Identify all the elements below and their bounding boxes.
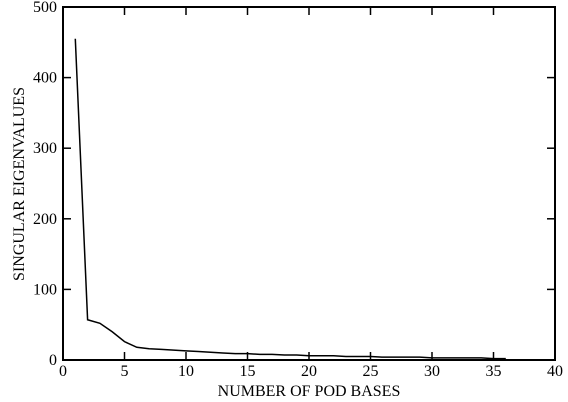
x-tick-label: 20 (301, 363, 317, 380)
y-tick-label: 400 (33, 70, 57, 87)
plot-frame (62, 6, 556, 361)
x-tick-label: 5 (121, 363, 129, 380)
y-axis-label: SINGULAR EIGENVALUES (11, 87, 28, 281)
y-tick-label: 300 (33, 140, 57, 157)
x-tick-label: 25 (363, 363, 379, 380)
y-tick-label: 0 (49, 352, 57, 369)
x-tick-label: 10 (178, 363, 194, 380)
y-tick-label: 100 (33, 281, 57, 298)
x-tick-label: 15 (240, 363, 256, 380)
x-tick-label: 40 (547, 363, 563, 380)
y-tick-label: 500 (33, 0, 57, 16)
y-tick-label: 200 (33, 211, 57, 228)
x-tick-label: 35 (486, 363, 502, 380)
data-line (74, 38, 506, 360)
x-tick-label: 0 (59, 363, 67, 380)
x-tick-label: 30 (424, 363, 440, 380)
x-axis-label: NUMBER OF POD BASES (218, 383, 401, 400)
